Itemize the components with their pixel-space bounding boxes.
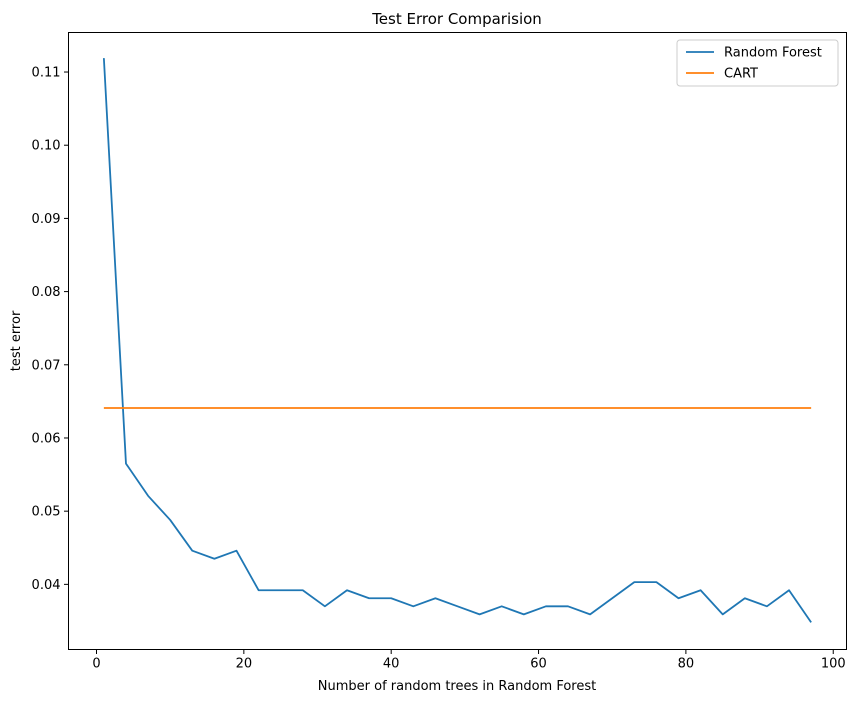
legend: Random Forest CART	[676, 39, 839, 87]
y-tick-label: 0.11	[32, 66, 61, 81]
x-tick-label: 80	[678, 657, 695, 672]
y-tick-label: 0.10	[32, 139, 61, 154]
y-tick-label: 0.05	[32, 505, 61, 520]
x-axis-label: Number of random trees in Random Forest	[318, 679, 596, 694]
x-tick-label: 0	[92, 657, 100, 672]
plot-lines	[102, 58, 812, 623]
x-tick-label: 100	[821, 657, 846, 672]
legend-box	[676, 39, 839, 87]
y-axis-ticks: 0.04 0.05 0.06 0.07 0.08 0.09 0.10 0.11	[32, 66, 69, 593]
x-axis-ticks: 0 20 40 60 80 100	[92, 649, 846, 672]
y-tick-label: 0.09	[32, 212, 61, 227]
x-tick-label: 40	[383, 657, 400, 672]
chart-title: Test Error Comparision	[371, 10, 542, 28]
x-tick-label: 20	[236, 657, 253, 672]
plot-frame	[68, 32, 847, 650]
y-tick-label: 0.04	[32, 578, 61, 593]
y-tick-label: 0.06	[32, 431, 61, 446]
legend-label: CART	[724, 67, 758, 82]
y-axis-label: test error	[9, 310, 24, 371]
series-line-random-forest	[102, 58, 812, 623]
legend-label: Random Forest	[724, 46, 822, 61]
y-tick-label: 0.07	[32, 358, 61, 373]
x-tick-label: 60	[530, 657, 547, 672]
y-tick-label: 0.08	[32, 285, 61, 300]
